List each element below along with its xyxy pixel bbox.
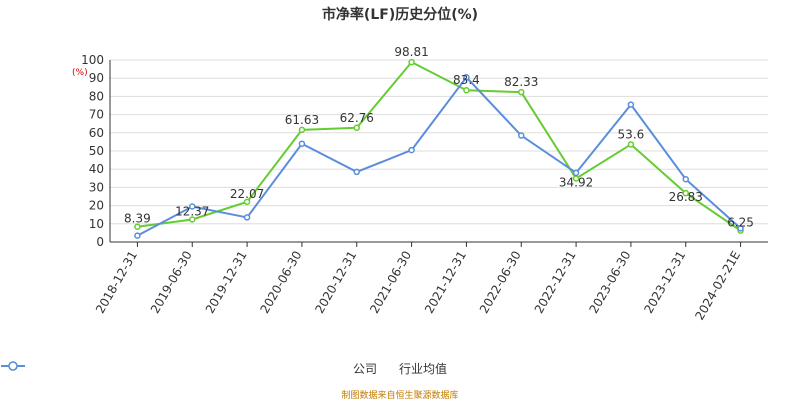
series-line-1 [136,75,742,237]
chart-title: 市净率(LF)历史分位(%) [321,7,479,23]
y-tick-label: 50 [89,144,104,158]
y-tick-label: 70 [89,108,104,122]
data-point [243,198,251,206]
x-tick-label: 2018-12-31 [93,249,140,316]
data-point [243,214,251,221]
y-axis-unit: (%) [72,68,88,78]
data-point [463,74,470,81]
y-tick-label: 0 [96,235,104,249]
data-label: 62.76 [340,111,374,125]
legend-label-company: 公司 [352,362,377,376]
data-point [408,146,415,154]
data-point [682,175,689,183]
data-label: 8.39 [124,212,151,226]
x-tick-label: 2023-06-30 [587,249,634,316]
data-source-note: 制图数据来自恒生聚源数据库 [341,391,459,401]
x-tick-label: 2023-12-31 [641,249,688,316]
data-point [627,101,635,108]
data-point [353,124,360,132]
data-point [189,216,196,223]
data-point [518,88,525,96]
series-line-0 [137,60,742,232]
data-point [408,58,415,66]
x-tick-label: 2022-12-31 [532,249,579,316]
x-tick-label: 2019-06-30 [148,249,195,316]
data-label: 98.81 [394,45,428,59]
y-tick-label: 30 [89,180,104,194]
data-label: 83.4 [453,73,480,87]
data-label: 6.25 [727,216,754,230]
x-tick-label: 2022-06-30 [477,249,524,316]
data-point [572,169,580,177]
legend: 公司 行业均值 [0,360,800,377]
x-tick-label: 2021-12-31 [422,248,469,315]
data-point [298,126,306,134]
data-point [682,189,689,197]
x-tick-label: 2019-12-31 [203,248,250,315]
x-tick-label: 2020-12-31 [312,249,359,316]
data-label: 22.07 [230,187,264,201]
data-label: 12.37 [175,204,209,218]
x-tick-label: 2021-06-30 [367,249,414,316]
y-tick-label: 20 [89,199,104,213]
legend-item-company[interactable]: 公司 [1,360,377,377]
data-point [353,168,360,176]
data-point [134,232,141,239]
data-point [463,86,470,94]
data-point [134,223,141,230]
legend-item-industry-average[interactable]: 行业均值 [1,360,448,377]
y-tick-label: 40 [89,162,104,176]
data-label: 34.92 [559,175,593,189]
data-label: 82.33 [504,75,538,89]
y-tick-label: 10 [89,217,104,231]
data-point [627,141,635,148]
y-tick-label: 60 [89,126,104,140]
y-tick-label: 90 [89,71,104,85]
data-point [737,225,744,232]
data-point [189,203,196,210]
x-tick-label: 2024-02-21E [692,249,743,323]
legend-marker-industry-average [1,361,25,371]
y-tick-label: 100 [81,53,104,67]
data-label: 53.6 [618,127,645,141]
data-point [298,140,306,147]
data-label: 26.83 [669,190,703,204]
legend-label-industry-average: 行业均值 [399,362,448,376]
data-point [518,132,525,139]
x-tick-label: 2020-06-30 [258,249,305,316]
data-label: 61.63 [285,113,319,127]
y-tick-label: 80 [89,89,104,103]
